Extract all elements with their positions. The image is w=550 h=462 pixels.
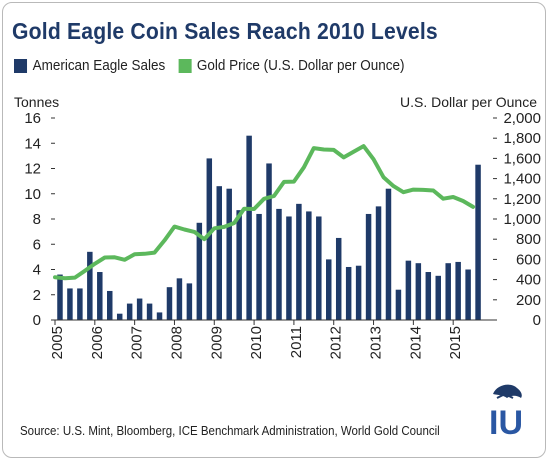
legend-item-gold-price: Gold Price (U.S. Dollar per Ounce) bbox=[178, 58, 404, 74]
bar bbox=[77, 288, 83, 320]
y2-tick-label: 200 bbox=[516, 292, 541, 309]
bar bbox=[176, 278, 183, 320]
bar bbox=[87, 251, 93, 320]
x-tick-label: 2011 bbox=[288, 326, 305, 358]
bar bbox=[455, 261, 461, 320]
x-tick-label: 2006 bbox=[89, 326, 106, 359]
bar bbox=[475, 164, 481, 320]
logo-letters: IU bbox=[489, 404, 523, 440]
bar bbox=[345, 266, 352, 320]
bar bbox=[276, 208, 282, 320]
bar bbox=[236, 210, 242, 320]
bar bbox=[425, 272, 432, 320]
y2-tick-label: 2,000 bbox=[503, 110, 541, 127]
chart-title: Gold Eagle Coin Sales Reach 2010 Levels bbox=[12, 18, 438, 44]
y-tick-label: 4 bbox=[33, 262, 41, 279]
bar bbox=[435, 275, 441, 320]
y-axis: 0 2 4 6 8 10 12 14 16 bbox=[24, 110, 55, 329]
bar bbox=[186, 283, 193, 320]
x-tick-label: 2008 bbox=[168, 326, 185, 359]
x-axis: 2005 2006 2007 2008 2009 2010 2011 2012 2013 2014… bbox=[49, 319, 493, 359]
bar-series bbox=[57, 135, 481, 321]
us-global-investors-logo: IU bbox=[489, 384, 523, 440]
bar bbox=[126, 303, 133, 320]
bar bbox=[266, 163, 272, 320]
y-tick-label: 14 bbox=[24, 135, 41, 152]
bar bbox=[405, 260, 412, 320]
line-series bbox=[53, 144, 476, 281]
bar bbox=[216, 186, 222, 320]
legend: American Eagle Sales Gold Price (U.S. Do… bbox=[14, 58, 418, 74]
legend-label-gold-price: Gold Price (U.S. Dollar per Ounce) bbox=[196, 58, 405, 74]
x-tick-label: 2015 bbox=[447, 326, 464, 359]
bar bbox=[146, 303, 153, 320]
x-tick-label: 2014 bbox=[407, 326, 424, 359]
bar bbox=[395, 289, 402, 320]
bar bbox=[206, 158, 213, 320]
bar bbox=[136, 298, 143, 320]
bar bbox=[326, 259, 332, 320]
bar bbox=[116, 313, 123, 320]
y2-tick-label: 400 bbox=[516, 272, 541, 289]
bar bbox=[256, 213, 262, 320]
y2-axis-title: U.S. Dollar per Ounce bbox=[400, 94, 537, 110]
bar bbox=[296, 203, 302, 320]
bar bbox=[375, 206, 382, 321]
legend-swatch-bar bbox=[14, 59, 28, 73]
y2-tick-label: 1,200 bbox=[503, 191, 541, 208]
x-tick-label: 2007 bbox=[129, 326, 146, 359]
x-tick-label: 2010 bbox=[248, 326, 265, 359]
bar bbox=[306, 211, 312, 320]
bar bbox=[385, 188, 392, 320]
bar bbox=[97, 272, 103, 320]
y2-tick-label: 0 bbox=[533, 312, 541, 329]
bar bbox=[465, 269, 471, 320]
x-tick-label: 2013 bbox=[368, 326, 385, 359]
y2-tick-label: 600 bbox=[516, 251, 541, 268]
y-tick-label: 16 bbox=[24, 110, 41, 127]
y-axis-title: Tonnes bbox=[14, 94, 59, 110]
bar bbox=[355, 265, 362, 320]
bar bbox=[67, 288, 73, 320]
y-tick-label: 10 bbox=[24, 186, 41, 203]
chart-frame bbox=[2, 2, 546, 458]
bar bbox=[415, 263, 422, 320]
bar bbox=[107, 290, 113, 320]
bar bbox=[226, 188, 232, 320]
bar bbox=[365, 213, 372, 320]
y-tick-label: 12 bbox=[24, 161, 41, 178]
legend-item-eagle-sales: American Eagle Sales bbox=[14, 58, 165, 74]
y-tick-label: 8 bbox=[33, 211, 41, 228]
legend-label-eagle-sales: American Eagle Sales bbox=[32, 58, 166, 74]
bar bbox=[286, 216, 292, 320]
y2-tick-label: 800 bbox=[516, 231, 541, 248]
x-tick-label: 2009 bbox=[208, 326, 225, 359]
y-tick-label: 0 bbox=[33, 312, 41, 329]
y2-tick-label: 1,400 bbox=[503, 171, 541, 188]
y2-tick-label: 1,800 bbox=[503, 130, 541, 147]
legend-swatch-line bbox=[178, 59, 192, 73]
y2-tick-label: 1,000 bbox=[503, 211, 541, 228]
y2-tick-label: 1,600 bbox=[503, 150, 541, 167]
gold-price-line bbox=[53, 144, 476, 281]
bar bbox=[166, 287, 173, 320]
x-tick-label: 2012 bbox=[328, 326, 345, 359]
bar bbox=[335, 237, 342, 320]
y2-axis: 0 200 400 600 800 1,000 1,200 1,400 1,600 1,800 2,… bbox=[493, 110, 541, 329]
bar bbox=[316, 216, 322, 320]
bar bbox=[57, 274, 63, 320]
bar bbox=[445, 263, 451, 320]
y-tick-label: 2 bbox=[33, 287, 41, 304]
bar bbox=[156, 312, 163, 320]
bar bbox=[246, 135, 252, 320]
bar bbox=[196, 222, 203, 320]
x-tick-label: 2005 bbox=[49, 326, 66, 359]
y-tick-label: 6 bbox=[33, 236, 41, 253]
source-note: Source: U.S. Mint, Bloomberg, ICE Benchm… bbox=[20, 424, 440, 438]
